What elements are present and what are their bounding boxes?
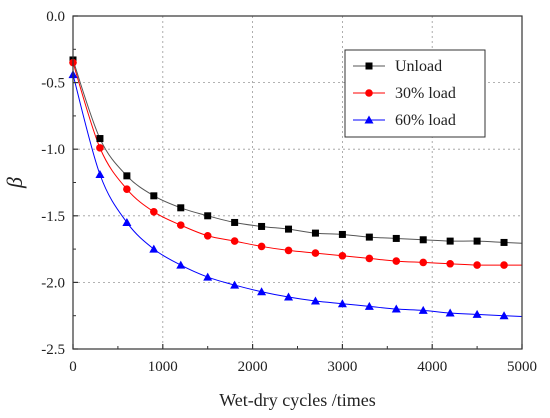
x-tick-label: 0 bbox=[69, 359, 77, 375]
data-point-60-load bbox=[95, 170, 105, 179]
x-tick-label: 3000 bbox=[327, 359, 357, 375]
data-point-60-load bbox=[364, 301, 374, 310]
data-point-unload bbox=[392, 234, 400, 242]
data-point-30-load bbox=[338, 251, 347, 260]
x-tick-label: 4000 bbox=[417, 359, 447, 375]
x-axis-title: Wet-dry cycles /times bbox=[219, 390, 376, 410]
legend-marker-30-load bbox=[365, 89, 373, 97]
data-point-30-load bbox=[150, 208, 158, 216]
data-point-unload bbox=[446, 237, 454, 245]
data-point-30-load bbox=[284, 246, 293, 255]
data-point-60-load bbox=[176, 260, 186, 269]
data-point-30-load bbox=[203, 231, 212, 240]
x-tick-label: 2000 bbox=[238, 359, 268, 375]
data-point-unload bbox=[419, 236, 427, 244]
data-point-unload bbox=[338, 230, 346, 238]
data-point-60-load bbox=[391, 304, 401, 313]
data-point-60-load bbox=[472, 309, 482, 318]
data-point-60-load bbox=[149, 244, 159, 253]
data-point-30-load bbox=[230, 237, 239, 245]
data-point-unload bbox=[204, 212, 212, 220]
y-tick-label: -1.0 bbox=[41, 142, 65, 158]
y-tick-label: -2.5 bbox=[41, 342, 65, 358]
data-point-30-load bbox=[446, 259, 454, 268]
data-point-unload bbox=[231, 218, 239, 226]
legend: Unload 30% load 60% load bbox=[344, 49, 486, 138]
y-tick-label: -0.5 bbox=[41, 76, 65, 92]
data-point-60-load bbox=[337, 299, 347, 308]
data-point-30-load bbox=[96, 144, 104, 152]
y-tick-label: 0.0 bbox=[46, 9, 65, 25]
data-point-unload bbox=[258, 222, 266, 230]
data-point-unload bbox=[285, 225, 293, 233]
data-point-30-load bbox=[176, 221, 185, 229]
data-point-unload bbox=[96, 135, 104, 143]
x-tick-label: 5000 bbox=[507, 359, 537, 375]
data-point-60-load bbox=[284, 292, 294, 301]
data-point-60-load bbox=[122, 217, 132, 226]
data-point-unload bbox=[365, 233, 373, 241]
axis-ticks: 0 1000 2000 3000 4000 5000 0.0 -0.5 -1.0 -1.5 -2.0… bbox=[41, 9, 537, 375]
data-point-unload bbox=[150, 192, 158, 200]
data-point-60-load bbox=[203, 272, 213, 281]
data-point-30-load bbox=[311, 249, 320, 257]
data-point-30-load bbox=[392, 257, 401, 265]
legend-label-60-load: 60% load bbox=[395, 112, 456, 129]
data-point-60-load bbox=[499, 311, 509, 320]
data-point-unload bbox=[473, 237, 481, 245]
data-point-30-load bbox=[419, 258, 428, 267]
data-point-30-load bbox=[500, 261, 508, 269]
data-point-unload bbox=[123, 172, 131, 180]
data-point-unload bbox=[311, 229, 319, 237]
x-tick-label: 1000 bbox=[148, 359, 178, 375]
data-point-30-load bbox=[365, 254, 374, 263]
series-markers bbox=[68, 56, 509, 320]
data-point-unload bbox=[177, 204, 185, 212]
data-point-60-load bbox=[418, 305, 428, 314]
data-point-60-load bbox=[310, 296, 320, 305]
y-axis-title: β bbox=[2, 177, 27, 189]
legend-marker-unload bbox=[365, 62, 373, 70]
data-point-unload bbox=[500, 238, 508, 246]
data-point-60-load bbox=[257, 287, 267, 296]
legend-label-30-load: 30% load bbox=[395, 85, 456, 102]
legend-marker-60-load bbox=[364, 115, 374, 124]
data-point-60-load bbox=[445, 308, 455, 317]
y-tick-label: -2.0 bbox=[41, 275, 65, 291]
legend-label-unload: Unload bbox=[395, 58, 442, 75]
data-point-60-load bbox=[230, 280, 240, 289]
data-point-30-load bbox=[123, 185, 131, 193]
data-point-30-load bbox=[257, 242, 266, 251]
y-tick-label: -1.5 bbox=[41, 209, 65, 225]
data-point-30-load bbox=[473, 261, 481, 269]
